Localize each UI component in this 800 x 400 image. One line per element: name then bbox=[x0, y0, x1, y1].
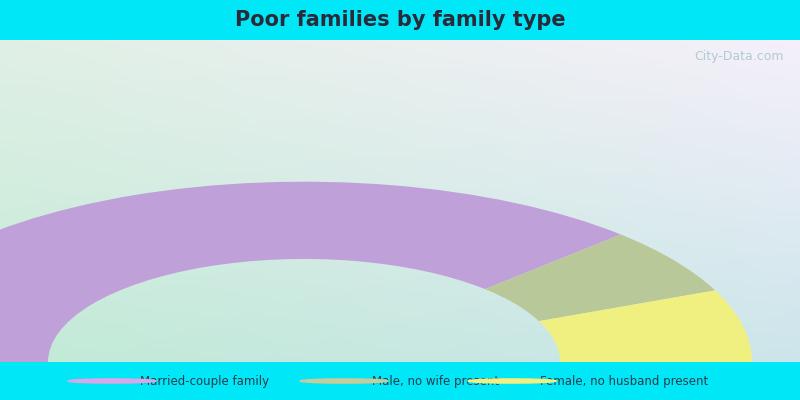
Text: Poor families by family type: Poor families by family type bbox=[234, 10, 566, 30]
Text: Married-couple family: Married-couple family bbox=[140, 374, 269, 388]
Circle shape bbox=[300, 379, 388, 383]
Text: City-Data.com: City-Data.com bbox=[694, 50, 784, 63]
Wedge shape bbox=[539, 290, 752, 362]
Text: Male, no wife present: Male, no wife present bbox=[372, 374, 499, 388]
Wedge shape bbox=[0, 182, 621, 362]
Circle shape bbox=[68, 379, 156, 383]
Circle shape bbox=[468, 379, 556, 383]
Text: Female, no husband present: Female, no husband present bbox=[540, 374, 708, 388]
Wedge shape bbox=[485, 234, 715, 321]
